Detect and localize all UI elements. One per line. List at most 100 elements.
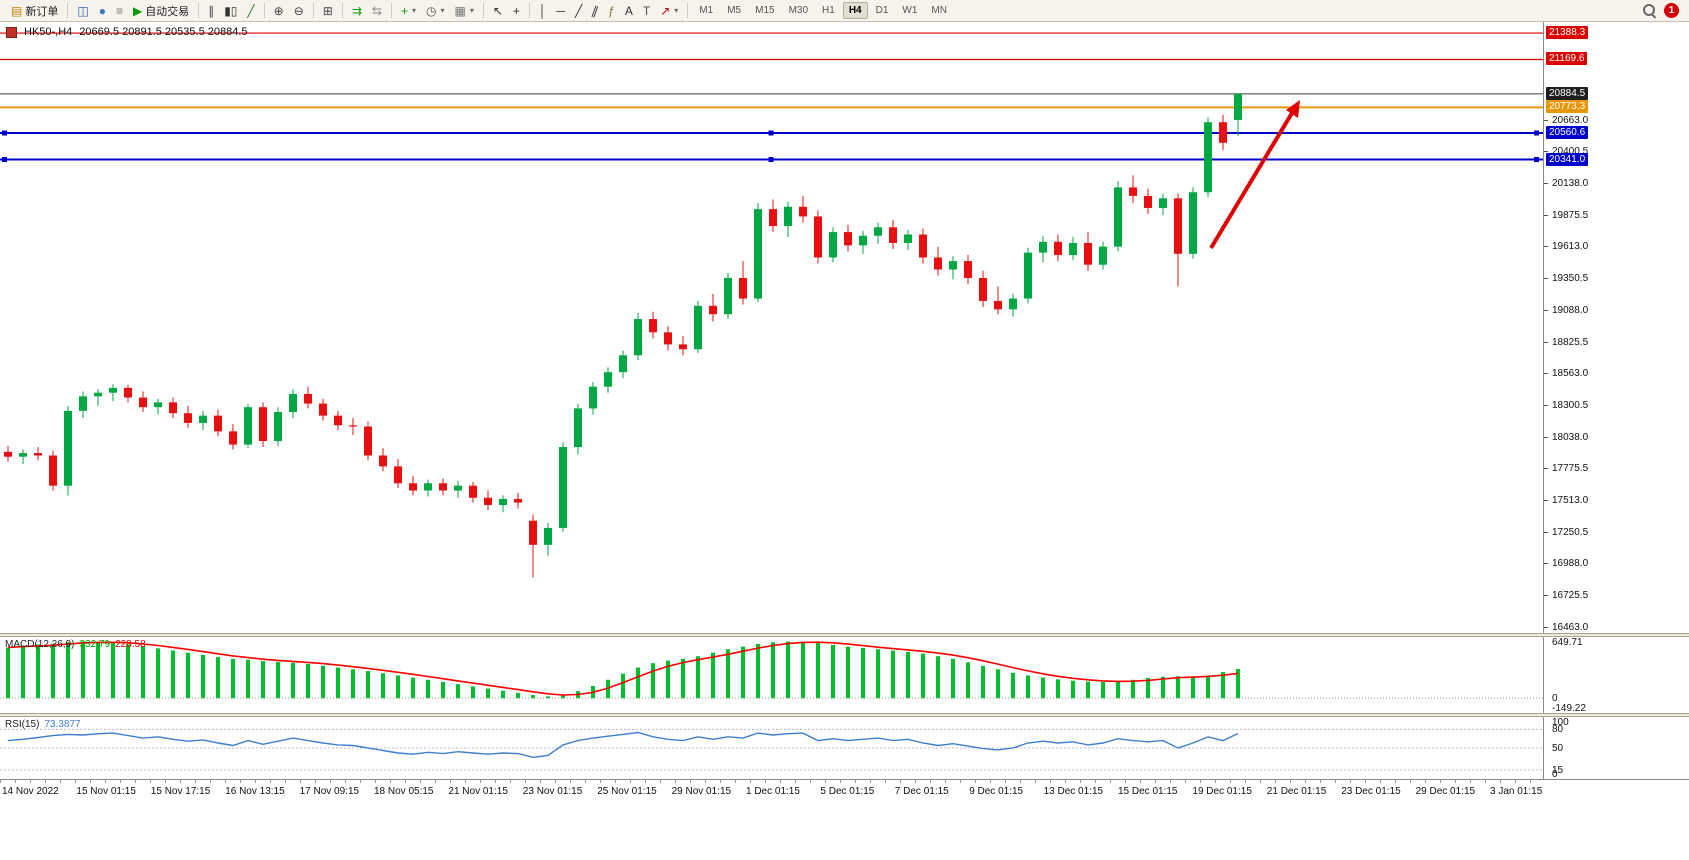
macd-canvas (0, 641, 1543, 699)
panel-divider[interactable] (0, 633, 1689, 637)
line-handle[interactable] (2, 130, 7, 136)
tile-windows-button[interactable]: ⊞ (318, 0, 338, 22)
macd-histogram-bar (291, 662, 295, 699)
auto-scroll-button[interactable]: ⇉ (347, 0, 367, 22)
crosshair-button[interactable]: + (508, 0, 525, 22)
toolbar-separator (67, 3, 69, 18)
templates-button[interactable]: ▦ ▾ (449, 0, 478, 22)
macd-histogram-bar (771, 642, 775, 699)
trend-arrow-head[interactable] (1286, 100, 1300, 118)
line-handle[interactable] (768, 157, 774, 163)
channel-button[interactable]: ∥ (587, 0, 603, 22)
timeframe-m5[interactable]: M5 (727, 5, 742, 16)
price-tick: 17250.5 (1552, 526, 1589, 538)
auto-trading-button-label: 自动交易 (145, 5, 190, 18)
macd-histogram-bar (516, 692, 520, 699)
toolbar-separator (312, 3, 314, 18)
macd-histogram-bar (696, 656, 700, 699)
price-axis[interactable]: 20663.0 20400.5 20138.0 19875.5 19613.0 19350… (1543, 22, 1689, 780)
fibonacci-button[interactable]: ƒ (603, 0, 620, 22)
candle-body (829, 232, 837, 258)
zoom-out-button[interactable]: ⊖ (289, 0, 309, 22)
zoom-in-button[interactable]: ⊕ (269, 0, 289, 22)
bar-chart-button[interactable]: ∥ (203, 0, 219, 22)
timeframe-w1[interactable]: W1 (902, 5, 918, 16)
macd-histogram-bar (381, 673, 385, 699)
cursor-button[interactable]: ↖ (488, 0, 508, 22)
macd-histogram-bar (651, 663, 655, 699)
candle-body (214, 415, 222, 432)
macd-histogram-bar (981, 665, 985, 699)
auto-trading-button[interactable]: ▶ 自动交易 (128, 0, 194, 22)
timeframe-m30[interactable]: M30 (788, 5, 809, 16)
chart-shift-button[interactable]: ⇆ (367, 0, 387, 22)
macd-axis-label: -149.22 (1552, 703, 1586, 714)
timeframe-h4[interactable]: H4 (842, 2, 868, 19)
macd-histogram-bar (546, 696, 550, 699)
candle-body (964, 261, 972, 278)
text-label-button[interactable]: T (638, 0, 655, 22)
macd-histogram-bar (171, 650, 175, 699)
horizontal-line-button[interactable]: ─ (551, 0, 570, 22)
candle-body (319, 403, 327, 416)
notification-badge[interactable]: 1 (1664, 3, 1679, 18)
candle-body (229, 431, 237, 445)
macd-histogram-bar (1236, 669, 1240, 699)
candle-body (874, 227, 882, 236)
line-handle[interactable] (2, 157, 7, 163)
candle-body (439, 483, 447, 491)
candle-body (19, 453, 27, 457)
new-chart-button[interactable]: ◫ (72, 0, 93, 22)
candle-body (259, 407, 267, 442)
line-handle[interactable] (1534, 157, 1539, 163)
search-icon[interactable] (1641, 2, 1658, 19)
chart-canvas[interactable] (0, 22, 1543, 633)
arrows-button[interactable]: ↗ ▾ (655, 0, 683, 22)
vertical-line-button[interactable]: │ (534, 0, 552, 22)
candle-body (589, 386, 597, 409)
candle-body (649, 319, 657, 333)
candlestick-chart-button[interactable]: ▮▯ (219, 0, 242, 22)
macd-histogram-bar (951, 658, 955, 699)
trend-arrow-annotation[interactable] (1209, 111, 1294, 250)
timeframe-m15[interactable]: M15 (755, 5, 775, 16)
timeframe-h1[interactable]: H1 (822, 5, 835, 16)
chart-symbol-period: HK50-,H4 (24, 26, 73, 38)
price-badge-20341.0: 20341.0 (1546, 152, 1589, 166)
new-order-button-label: 新订单 (25, 5, 59, 18)
macd-histogram-bar (6, 647, 10, 699)
price-tick: 17775.5 (1552, 463, 1589, 475)
line-chart-button[interactable]: ╱ (242, 0, 259, 22)
macd-histogram-bar (1161, 676, 1165, 699)
market-watch-button[interactable]: ≡ (111, 0, 128, 22)
macd-histogram-bar (1191, 677, 1195, 699)
timeframe-m1[interactable]: M1 (699, 5, 714, 16)
macd-histogram-bar (201, 654, 205, 699)
profiles-button[interactable]: ● (94, 0, 111, 22)
price-tick: 19088.0 (1552, 304, 1589, 316)
rsi-line (7, 731, 1239, 759)
templates-icon: ▦ (454, 3, 466, 18)
axis-tick-mark (1544, 500, 1548, 502)
candle-body (484, 497, 492, 506)
periods-button[interactable]: ◷ ▾ (421, 0, 450, 22)
macd-histogram-bar (1131, 679, 1135, 699)
line-handle[interactable] (768, 130, 774, 136)
trendline-button[interactable]: ╱ (570, 0, 587, 22)
new-order-button[interactable]: ▤ 新订单 (6, 0, 63, 22)
line-handle[interactable] (1534, 130, 1539, 136)
indicators-button[interactable]: + ▾ (396, 0, 421, 22)
candle-body (559, 447, 567, 528)
timeframe-mn[interactable]: MN (931, 5, 947, 16)
macd-histogram-bar (1116, 681, 1120, 699)
macd-histogram-bar (36, 644, 40, 699)
time-tick-label: 9 Dec 01:15 (969, 786, 1024, 797)
macd-histogram-bar (786, 641, 790, 699)
macd-histogram-bar (51, 643, 55, 699)
timeframe-d1[interactable]: D1 (875, 5, 889, 16)
crosshair-icon: + (512, 3, 520, 18)
time-axis[interactable]: 14 Nov 2022 15 Nov 01:15 15 Nov 17:15 16 No… (0, 779, 1689, 802)
panel-divider[interactable] (0, 713, 1689, 717)
time-tick-label: 29 Nov 01:15 (671, 786, 732, 797)
text-button[interactable]: A (620, 0, 638, 22)
